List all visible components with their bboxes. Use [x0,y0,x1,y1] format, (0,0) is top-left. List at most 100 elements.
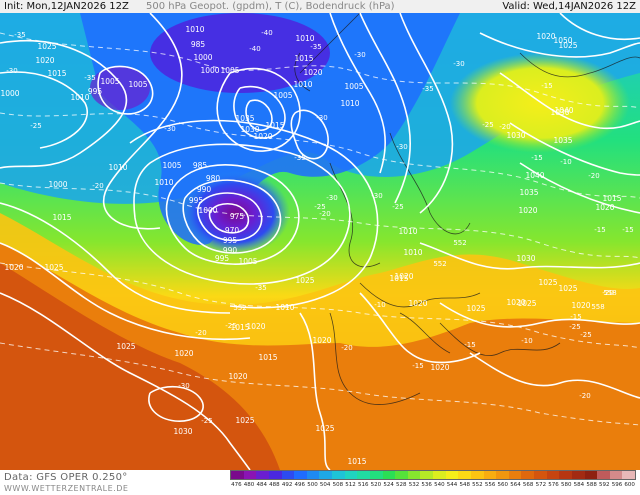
pressure-label: 970 [225,226,240,235]
colorbar-tick-label: 592 [599,482,610,488]
pressure-label: 1010 [275,303,294,312]
temperature-label: -10 [374,301,385,309]
colorbar-swatch [344,471,358,479]
pressure-label: 1010 [293,80,312,89]
temperature-label: -20 [319,210,330,218]
isobar [0,202,231,314]
colorbar-swatch [420,471,433,479]
colorbar-swatch [496,471,509,479]
colorbar-swatch [584,471,598,479]
colorbar-tick-label: 484 [256,482,267,488]
colorbar-swatch [243,471,257,479]
isobar [509,122,640,176]
isobar [299,312,331,470]
pressure-label: 985 [193,161,208,170]
isobar [419,242,640,270]
colorbar-swatch [622,471,635,479]
temperature-label: -15 [541,82,552,90]
isobar [216,67,301,152]
pressure-label: 1010 [403,248,422,257]
pressure-label: 1005 [100,77,119,86]
temperature-label: -15 [622,226,633,234]
geopotential-label: 558 [591,303,604,311]
colorbar-swatch [458,471,471,479]
temperature-label: -30 [354,51,365,59]
geopotential-label: 552 [233,304,246,312]
isotherm [0,262,640,349]
isobar [197,192,263,242]
pressure-label: 1040 [525,171,544,180]
isobar [559,13,640,41]
pressure-label: 1025 [466,304,485,313]
isobar [0,71,88,149]
temperature-label: -25 [201,417,212,425]
colorbar-tick-label: 576 [548,482,559,488]
temperature-labels: -35-30-25-20-35-30-40-40-35-30-30-35-30-… [6,29,633,425]
valid-time: Valid: Wed,14JAN2026 12Z [502,1,636,12]
chart-header: Init: Mon,12JAN2026 12Z 500 hPa Geopot. … [0,0,640,13]
temperature-label: -35 [84,74,95,82]
pressure-label: 1025 [235,416,254,425]
pressure-label: 1025 [558,41,577,50]
colorbar-swatch [508,471,522,479]
colorbar-tick-label: 564 [510,482,521,488]
temperature-label: -25 [392,203,403,211]
temperature-label: -20 [195,329,206,337]
isobar [103,13,183,230]
pressure-label: 1030 [550,108,569,117]
isobar [359,292,481,364]
colorbar-tick-label: 480 [243,482,255,488]
pressure-label: 1035 [519,188,538,197]
colorbar-tick-label: 572 [535,482,547,488]
pressure-label: 1025 [44,263,63,272]
init-time: Init: Mon,12JAN2026 12Z [4,1,129,12]
high-east [450,53,630,153]
isotherm-lines [0,32,640,426]
colorbar-swatch [534,471,547,479]
colorbar-swatch [306,471,320,479]
isobar [233,85,286,139]
pressure-label: 1025 [558,284,577,293]
colorbar-tick-label: 532 [408,482,420,488]
pressure-label: 1000 [0,89,19,98]
pressure-label: 1015 [230,323,249,332]
colorbar-swatch [395,471,408,479]
isobar [0,242,251,341]
colorbar-tick-label: 504 [319,482,331,488]
colorbar-tick-label: 536 [421,482,432,488]
colorbar-swatch [357,471,370,479]
pressure-label: 1010 [108,163,127,172]
colorbar-tick-label: 568 [522,482,534,488]
pressure-label: 1005 [220,66,239,75]
pressure-label: 975 [230,212,245,221]
pressure-label: 1020 [174,349,193,358]
temperature-label: -20 [579,392,590,400]
isobar [499,72,640,130]
isotherm [0,342,640,426]
pressure-label: 1005 [273,91,292,100]
pressure-label: 1025 [37,42,56,51]
temperature-label: -25 [569,323,580,331]
colorbar-tick-label: 552 [472,482,483,488]
colorbar-swatch [268,471,282,479]
pressure-label: 1020 [303,68,322,77]
colorbar-tick-label: 588 [586,482,597,488]
colorbar-swatch [470,471,484,479]
upper-low-north [150,13,330,93]
pressure-label: 985 [191,40,206,49]
colorbar-tick-label: 560 [497,482,509,488]
temperature-label: -15 [464,341,475,349]
temperature-label: -10 [560,158,571,166]
pressure-label: 1015 [265,121,284,130]
pressure-label: 1005 [238,257,257,266]
temperature-label: -20 [588,172,599,180]
pressure-label: 1010 [70,93,89,102]
temperature-label: -40 [249,45,260,53]
temperature-label: -30 [326,194,337,202]
temperature-label: -15 [594,226,605,234]
isobar [399,13,454,214]
pressure-label: 1035 [553,136,572,145]
pressure-label: 1025 [116,342,135,351]
pressure-label: 1015 [347,457,366,466]
geopotential-label: 552 [433,260,446,268]
